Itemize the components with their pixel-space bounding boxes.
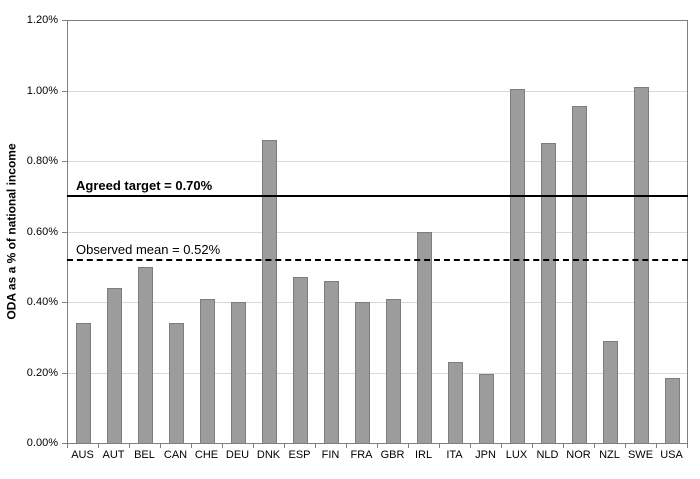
bar-aus <box>76 323 91 443</box>
x-tick-mark <box>532 444 533 448</box>
bar-ita <box>448 361 463 443</box>
bar-nld <box>541 143 556 443</box>
x-tick-mark <box>98 444 99 448</box>
x-axis-label-bel: BEL <box>134 449 155 461</box>
bar-swe <box>634 87 649 443</box>
agreed-target-label: Agreed target = 0.70% <box>76 178 213 194</box>
observed-mean-label: Observed mean = 0.52% <box>76 241 221 257</box>
x-tick-mark <box>501 444 502 448</box>
y-tick-mark <box>62 161 67 162</box>
x-axis-label-che: CHE <box>194 449 219 461</box>
y-tick-mark <box>62 302 67 303</box>
x-axis-label-usa: USA <box>660 449 683 461</box>
gridline-0.4 <box>68 302 687 303</box>
x-axis-label-nor: NOR <box>566 449 591 461</box>
x-tick-mark <box>346 444 347 448</box>
x-axis-label-swe: SWE <box>627 449 654 461</box>
y-tick-mark <box>62 90 67 92</box>
bar-can <box>169 323 184 443</box>
bar-fin <box>324 280 339 443</box>
x-tick-mark <box>67 444 68 448</box>
plot-area: Agreed target = 0.70% Observed mean = 0.5… <box>67 20 688 444</box>
bar-fra <box>355 302 370 443</box>
x-axis-label-gbr: GBR <box>380 449 405 461</box>
x-tick-mark <box>315 444 316 448</box>
y-tick-mark <box>62 372 67 374</box>
x-tick-mark <box>563 444 564 448</box>
gridline-0.8 <box>68 161 687 162</box>
y-tick-mark <box>62 231 67 233</box>
x-axis-label-lux: LUX <box>505 449 528 461</box>
x-axis-label-esp: ESP <box>288 449 311 461</box>
bar-bel <box>138 266 153 443</box>
x-axis-label-can: CAN <box>163 449 188 461</box>
x-tick-mark <box>625 444 626 448</box>
x-tick-mark <box>439 444 440 448</box>
x-axis-label-fra: FRA <box>350 449 373 461</box>
gridline-1 <box>68 90 687 92</box>
y-tick-label: 0.20% <box>26 366 58 379</box>
bar-esp <box>293 277 308 443</box>
bar-nor <box>572 106 587 443</box>
x-axis-label-fin: FIN <box>321 449 340 461</box>
x-axis-label-nld: NLD <box>536 449 559 461</box>
x-tick-mark <box>129 444 130 448</box>
y-tick-label: 0.60% <box>26 225 58 238</box>
bar-gbr <box>386 298 401 443</box>
bar-irl <box>417 231 432 443</box>
bar-lux <box>510 88 525 443</box>
y-tick-label: 0.40% <box>26 296 58 308</box>
x-tick-mark <box>656 444 657 448</box>
x-axis-label-dnk: DNK <box>256 449 281 461</box>
x-tick-mark <box>594 444 595 448</box>
x-tick-mark <box>408 444 409 448</box>
y-tick-label: 0.00% <box>26 437 58 449</box>
y-tick-label: 1.00% <box>26 84 58 97</box>
y-tick-mark <box>62 20 67 21</box>
x-tick-mark <box>377 444 378 448</box>
bar-aut <box>107 287 122 443</box>
x-axis-label-aus: AUS <box>71 449 94 461</box>
x-tick-mark <box>687 444 688 448</box>
x-axis-label-jpn: JPN <box>475 449 496 461</box>
x-tick-mark <box>222 444 223 448</box>
gridline-0.2 <box>68 372 687 374</box>
agreed-target-line <box>67 195 688 198</box>
x-tick-mark <box>160 444 161 448</box>
x-axis-label-aut: AUT <box>102 449 125 461</box>
x-tick-mark <box>253 444 254 448</box>
y-tick-label: 1.20% <box>26 14 58 26</box>
y-tick-mark <box>62 443 67 444</box>
x-tick-mark <box>470 444 471 448</box>
bar-che <box>200 298 215 443</box>
bar-dnk <box>262 139 277 443</box>
x-tick-mark <box>284 444 285 448</box>
x-axis-label-ita: ITA <box>446 449 463 461</box>
x-axis-label-nzl: NZL <box>599 449 620 461</box>
bar-jpn <box>479 374 494 443</box>
bar-deu <box>231 302 246 443</box>
gridline-0.6 <box>68 231 687 233</box>
bar-usa <box>665 377 680 443</box>
bar-nzl <box>603 340 618 443</box>
x-tick-mark <box>191 444 192 448</box>
y-tick-label: 0.80% <box>26 155 58 167</box>
observed-mean-line <box>67 258 688 261</box>
x-axis-label-irl: IRL <box>414 449 433 461</box>
x-axis-label-deu: DEU <box>225 449 250 461</box>
